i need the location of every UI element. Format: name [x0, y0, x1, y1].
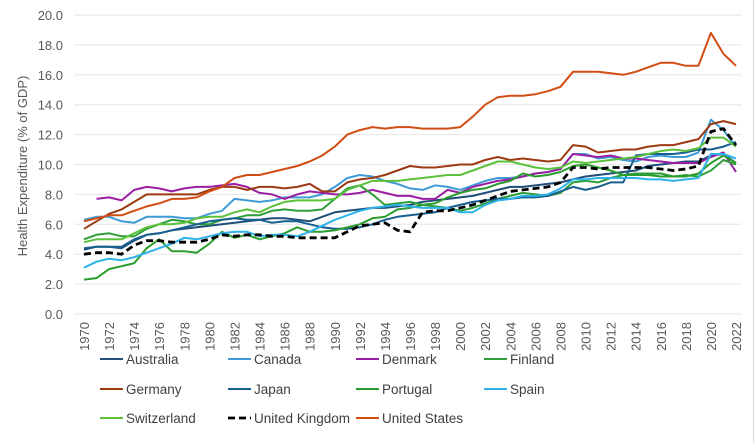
x-tick-label: 1996 [403, 322, 418, 351]
x-tick-label: 1998 [428, 322, 443, 351]
y-tick-label: 8.0 [45, 187, 63, 202]
series-lines [83, 31, 738, 281]
y-tick-label: 4.0 [45, 247, 63, 262]
x-axis-ticks: 1970 1972 1974 1976 1978 1980 1982 1984 1986 1988… [77, 322, 744, 351]
y-axis-label: Health Expenditure (% of GDP) [15, 76, 30, 257]
x-tick-label: 2000 [453, 322, 468, 351]
legend-label: United Kingdom [254, 411, 350, 426]
y-tick-label: 2.0 [45, 277, 63, 292]
y-tick-label: 14.0 [38, 98, 63, 113]
legend-label: Spain [510, 382, 545, 397]
series-line-switzerland [83, 136, 737, 244]
x-tick-label: 1970 [77, 322, 92, 351]
x-tick-label: 2022 [729, 322, 744, 351]
legend-label: Japan [254, 382, 291, 397]
y-tick-label: 0.0 [45, 307, 63, 322]
x-tick-label: 2016 [654, 322, 669, 351]
legend-item-portugal: Portugal [356, 382, 432, 397]
legend-label: Portugal [382, 382, 432, 397]
x-tick-label: 2008 [553, 322, 568, 351]
x-tick-label: 1990 [328, 322, 343, 351]
y-tick-label: 12.0 [38, 128, 63, 143]
legend-item-spain: Spain [484, 382, 545, 397]
legend-item-switzerland: Switzerland [100, 411, 196, 426]
x-tick-label: 1986 [278, 322, 293, 351]
x-tick-label: 2010 [579, 322, 594, 351]
x-tick-label: 1988 [303, 322, 318, 351]
y-axis-ticks: 0.0 2.0 4.0 6.0 8.0 10.0 12.0 14.0 16.0 18.0 20.0 [38, 8, 63, 322]
series-line-spain [83, 153, 737, 269]
x-tick-label: 2014 [629, 322, 644, 351]
x-tick-label: 2006 [528, 322, 543, 351]
y-tick-label: 6.0 [45, 217, 63, 232]
legend-item-united-states: United States [356, 411, 463, 426]
series-line-portugal [83, 154, 737, 281]
series-line-canada [83, 118, 737, 224]
series-line-japan [83, 141, 737, 250]
legend-item-japan: Japan [228, 382, 291, 397]
x-tick-label: 1992 [353, 322, 368, 351]
legend-label: Finland [510, 352, 554, 367]
y-tick-label: 16.0 [38, 68, 63, 83]
series-line-denmark [96, 151, 737, 202]
y-tick-label: 18.0 [38, 38, 63, 53]
x-tick-label: 2012 [604, 322, 619, 351]
x-tick-label: 2004 [503, 322, 518, 351]
legend-label: Canada [254, 352, 302, 367]
legend-item-finland: Finland [484, 352, 554, 367]
gridlines [74, 14, 742, 315]
x-tick-label: 1984 [253, 322, 268, 351]
x-tick-label: 1978 [177, 322, 192, 351]
legend-label: Germany [126, 382, 182, 397]
x-tick-label: 1972 [102, 322, 117, 351]
legend-item-canada: Canada [228, 352, 302, 367]
legend-label: Denmark [382, 352, 437, 367]
x-tick-label: 1994 [378, 322, 393, 351]
x-tick-label: 1976 [152, 322, 167, 351]
legend-item-germany: Germany [100, 382, 182, 397]
series-line-united-kingdom [83, 127, 738, 256]
legend: Australia Canada Denmark Finland Germany Japa… [100, 352, 554, 426]
x-tick-label: 2018 [679, 322, 694, 351]
x-tick-label: 2020 [704, 322, 719, 351]
y-tick-label: 20.0 [38, 8, 63, 23]
legend-label: Switzerland [126, 411, 196, 426]
series-line-germany [83, 120, 737, 230]
series-line-united-states [83, 31, 737, 223]
x-tick-label: 1982 [227, 322, 242, 351]
legend-item-denmark: Denmark [356, 352, 437, 367]
legend-item-united-kingdom: United Kingdom [228, 411, 350, 426]
x-tick-label: 1980 [202, 322, 217, 351]
legend-label: Australia [126, 352, 179, 367]
x-tick-label: 2002 [478, 322, 493, 351]
legend-label: United States [382, 411, 463, 426]
x-tick-label: 1974 [127, 322, 142, 351]
legend-item-australia: Australia [100, 352, 179, 367]
y-tick-label: 10.0 [38, 158, 63, 173]
